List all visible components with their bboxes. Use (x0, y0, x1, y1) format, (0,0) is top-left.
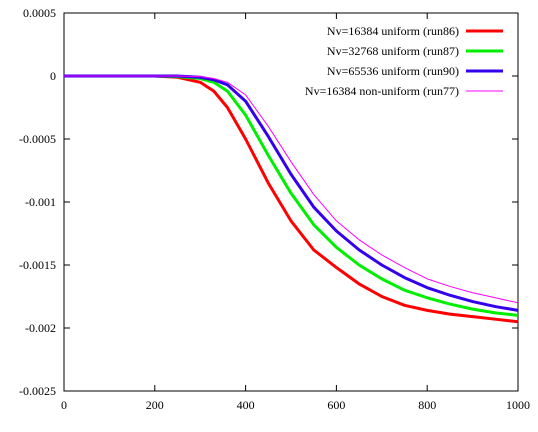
x-tick-label: 400 (237, 398, 255, 412)
series-line-4 (64, 75, 519, 304)
y-tick-label: -0.0015 (19, 258, 56, 272)
series-line-1 (64, 74, 519, 324)
series-lines (64, 74, 519, 324)
legend-label-2: Nv=32768 uniform (run87) (327, 44, 459, 58)
legend-label-4: Nv=16384 non-uniform (run77) (305, 84, 459, 98)
legend-label-1: Nv=16384 uniform (run86) (327, 24, 459, 38)
x-tick-label: 1000 (506, 398, 530, 412)
x-tick-label: 200 (146, 398, 164, 412)
series-line-2 (64, 74, 519, 317)
legend-label-3: Nv=65536 uniform (run90) (327, 64, 459, 78)
y-tick-label: 0.0005 (23, 6, 56, 20)
x-tick-label: 600 (327, 398, 345, 412)
legend: Nv=16384 uniform (run86) Nv=32768 uniform… (305, 24, 503, 98)
axes: 0 200 400 600 800 1000 0.0005 0 -0.0005 -0.001 -0.… (19, 6, 530, 412)
x-tick-label: 800 (418, 398, 436, 412)
y-tick-label: -0.0025 (19, 384, 56, 398)
y-tick-label: 0 (50, 69, 56, 83)
y-tick-label: -0.002 (25, 321, 56, 335)
y-tick-label: -0.0005 (19, 132, 56, 146)
x-tick-label: 0 (61, 398, 67, 412)
y-tick-label: -0.001 (25, 195, 56, 209)
